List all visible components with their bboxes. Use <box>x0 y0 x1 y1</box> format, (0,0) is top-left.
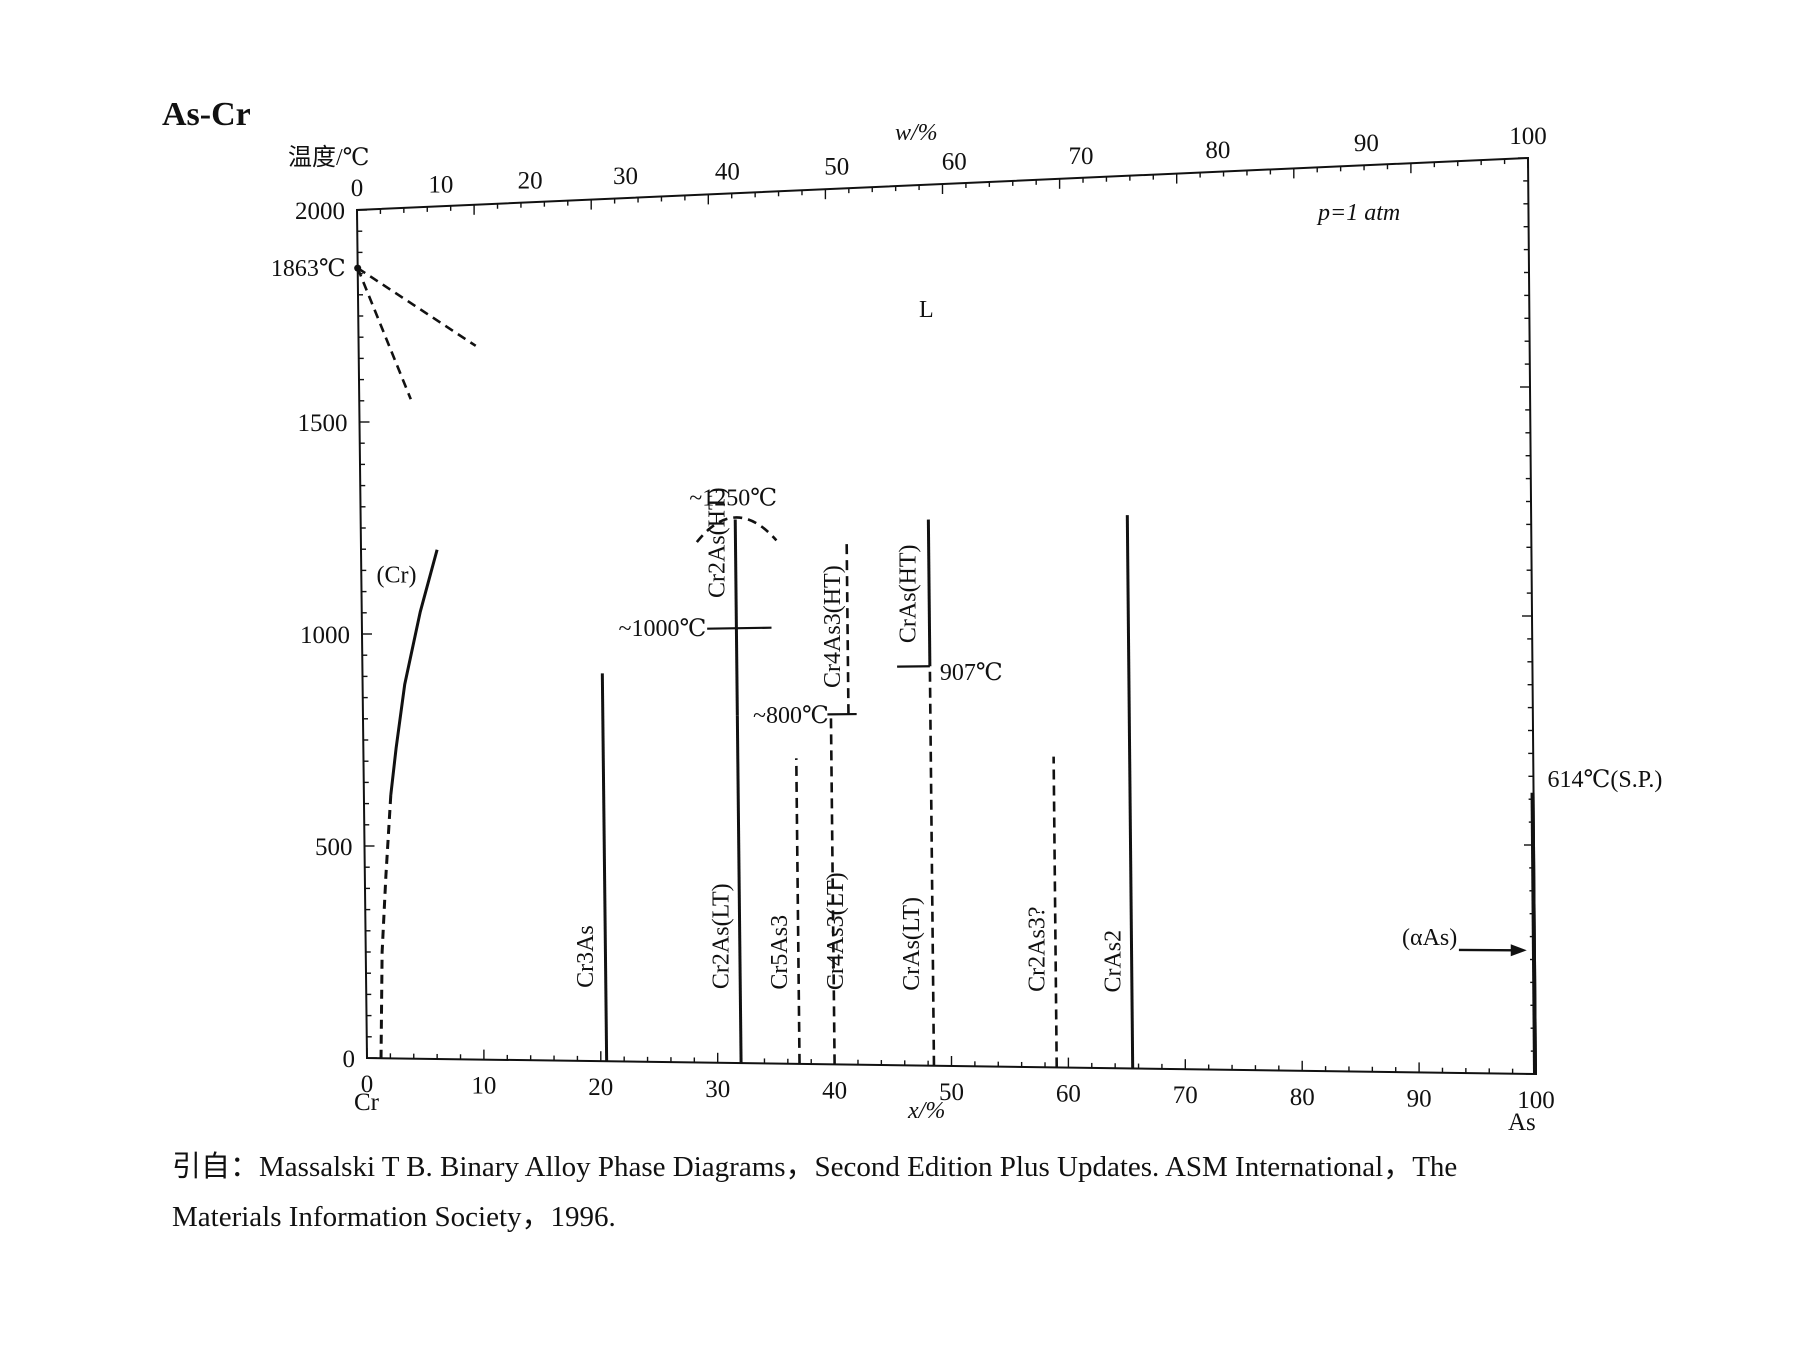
label-cr2as-lt: Cr2As(LT) <box>709 883 735 989</box>
y-tick-label: 0 <box>343 1046 356 1073</box>
compound-line <box>735 715 743 1064</box>
x-tick-label-top: 10 <box>428 171 453 198</box>
left-element-label: Cr <box>354 1089 380 1116</box>
label-cr2as-ht: Cr2As(HT) <box>704 487 730 598</box>
label-cras-ht: CrAs(HT) <box>896 544 922 643</box>
x-tick-label-bottom: 50 <box>939 1079 964 1106</box>
x-tick-label-top: 80 <box>1205 137 1230 164</box>
citation-line-1: 引自：Massalski T B. Binary Alloy Phase Dia… <box>172 1151 1458 1183</box>
temperature-annotation: ~800℃ <box>753 703 829 729</box>
label-cras-lt: CrAs(LT) <box>899 897 925 991</box>
x-tick-label-bottom: 80 <box>1290 1084 1315 1111</box>
x-tick-label-bottom: 40 <box>822 1077 847 1104</box>
phase-region-label: (αAs) <box>1402 925 1457 951</box>
x-tick-label-bottom: 90 <box>1407 1085 1432 1112</box>
label-cr2as3: Cr2As3? <box>1024 907 1050 992</box>
temperature-annotation: 614℃(S.P.) <box>1548 767 1663 793</box>
y-axis-title: 温度/℃ <box>288 144 370 171</box>
cr2as-dome <box>695 516 778 543</box>
x-tick-label-top: 90 <box>1354 130 1379 157</box>
y-tick-label: 1000 <box>300 622 350 649</box>
x-tick-label-bottom: 100 <box>1517 1087 1555 1114</box>
compound-line <box>1052 756 1059 1068</box>
citation-line-2: Materials Information Society，1996. <box>172 1201 616 1233</box>
x-tick-label-top: 60 <box>942 148 967 175</box>
chart-title: As-Cr <box>162 96 251 133</box>
x-tick-label-top: 40 <box>715 159 740 186</box>
phase-labels: Cr3As Cr2As(LT) Cr2As(HT) Cr5As3 Cr4As3(LT) C… <box>271 256 1663 992</box>
x-tick-label-bottom: 10 <box>471 1073 496 1100</box>
pressure-note: p=1 atm <box>1316 200 1400 226</box>
compound-line <box>733 519 739 716</box>
label-cr4as3-lt: Cr4As3(LT) <box>823 872 849 990</box>
y-tick-label: 500 <box>315 834 353 861</box>
top-axis-title: w/% <box>895 120 938 146</box>
phase-boundaries <box>354 264 1537 1075</box>
x-tick-label-top: 70 <box>1068 143 1093 170</box>
compound-lines <box>600 515 1135 1069</box>
x-tick-label-top: 30 <box>613 163 638 190</box>
temperature-annotation: 1863℃ <box>271 256 346 282</box>
liquidus-dashed-2 <box>356 267 412 400</box>
cr-solvus-dashed <box>379 794 393 1059</box>
label-cr3as: Cr3As <box>573 925 599 988</box>
plot-border <box>355 156 1538 1076</box>
cr-solvus-solid <box>389 549 439 796</box>
cr-melting-point <box>354 264 362 272</box>
x-tick-label-bottom: 60 <box>1056 1081 1081 1108</box>
compound-line <box>928 666 936 1066</box>
compound-line <box>829 714 836 1065</box>
plot-frame <box>355 156 1538 1076</box>
label-cras2: CrAs2 <box>1100 930 1126 993</box>
citation: 引自：Massalski T B. Binary Alloy Phase Dia… <box>172 1142 1752 1242</box>
compound-line <box>794 758 801 1064</box>
x-tick-label-top: 0 <box>351 175 364 202</box>
label-cr4as3-ht: Cr4As3(HT) <box>820 565 846 688</box>
compound-line <box>600 673 609 1062</box>
x-tick-label-top: 100 <box>1509 123 1547 150</box>
compound-line <box>926 519 932 667</box>
bottom-axis-title: x/% <box>907 1098 945 1124</box>
y-tick-label: 1500 <box>298 410 348 437</box>
y-tick-label: 2000 <box>295 198 345 225</box>
as-line <box>1530 792 1537 1075</box>
temperature-annotation: ~1250℃ <box>689 486 777 512</box>
x-tick-label-top: 50 <box>824 154 849 181</box>
phase-region-label: (Cr) <box>377 562 417 588</box>
right-element-label: As <box>1508 1109 1536 1136</box>
temperature-annotation: ~1000℃ <box>619 616 707 642</box>
cr2as-1000-line <box>707 626 772 630</box>
compound-line <box>845 538 850 715</box>
x-tick-label-bottom: 30 <box>705 1076 730 1103</box>
x-tick-label-bottom: 0 <box>361 1071 374 1098</box>
label-cr5as3: Cr5As3 <box>767 915 793 990</box>
x-tick-label-bottom: 20 <box>588 1074 613 1101</box>
compound-line <box>1125 515 1135 1069</box>
x-tick-label-bottom: 70 <box>1173 1082 1198 1109</box>
temperature-annotation: 907℃ <box>940 660 1003 686</box>
x-tick-label-top: 20 <box>518 167 543 194</box>
phase-region-label: L <box>919 297 934 323</box>
liquidus-dashed-1 <box>356 267 477 347</box>
alpha-as-arrow-head <box>1510 944 1527 957</box>
